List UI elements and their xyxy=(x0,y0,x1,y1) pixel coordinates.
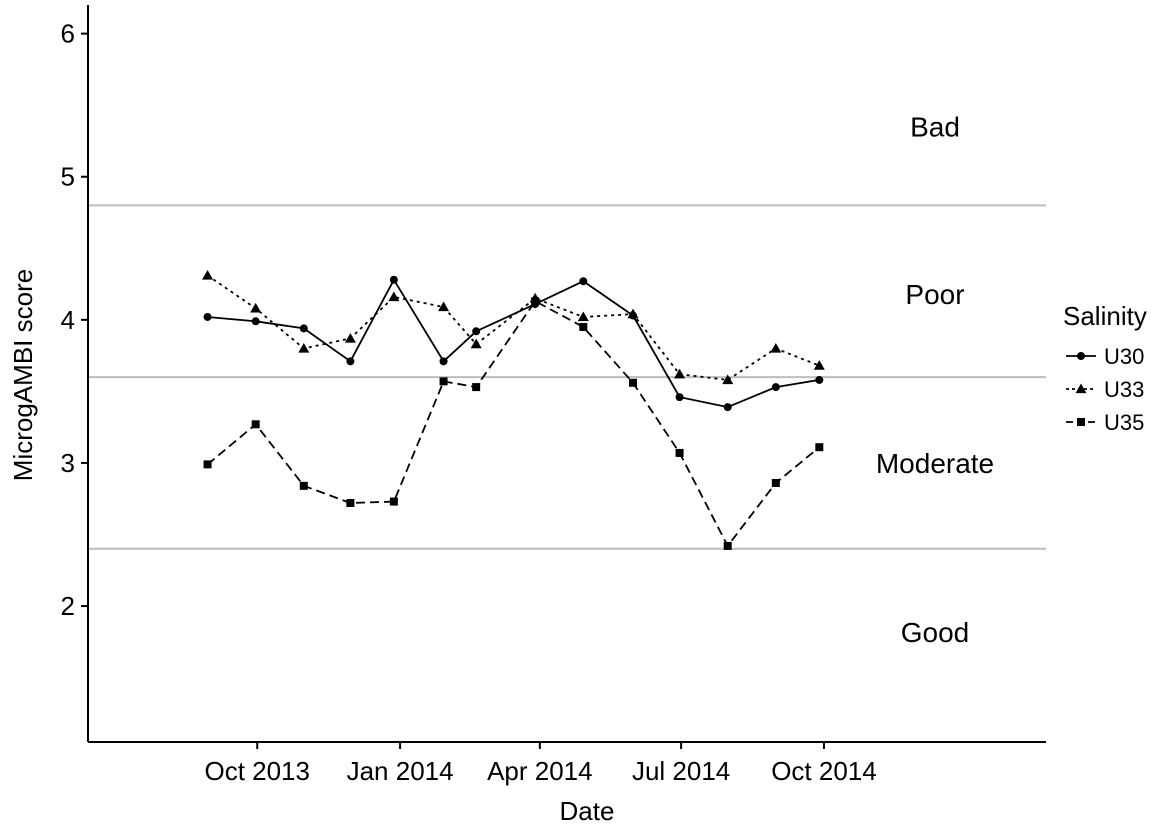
legend-label-u30: U30 xyxy=(1104,344,1144,369)
y-tick-label: 4 xyxy=(61,305,75,335)
threshold-lines xyxy=(88,204,1046,550)
data-point-u35 xyxy=(579,322,588,331)
data-point-u33 xyxy=(298,342,310,353)
legend-label-u33: U33 xyxy=(1104,377,1144,402)
data-point-u35 xyxy=(628,378,637,387)
data-point-u33 xyxy=(438,301,450,312)
legend-marker-u30 xyxy=(1077,352,1085,360)
data-point-u30 xyxy=(346,357,355,366)
data-point-u33 xyxy=(813,360,825,370)
data-point-u35 xyxy=(251,420,260,429)
data-point-u33 xyxy=(388,291,400,302)
series-line-u35 xyxy=(207,300,820,548)
zone-labels: Bad Poor Moderate Good xyxy=(876,112,994,648)
data-point-u35 xyxy=(299,481,308,490)
data-point-u35 xyxy=(203,460,212,469)
data-point-u30 xyxy=(723,403,732,412)
data-point-u30 xyxy=(251,317,260,326)
legend: Salinity U30 U33 U35 xyxy=(1063,301,1147,435)
x-axis-title: Date xyxy=(560,796,615,826)
series-line-u30 xyxy=(207,277,820,409)
data-point-u33 xyxy=(250,302,262,313)
legend-marker-u35 xyxy=(1077,418,1085,426)
zone-label: Bad xyxy=(910,112,960,143)
data-point-u35 xyxy=(675,448,684,457)
series-u35 xyxy=(203,297,824,550)
legend-label-u35: U35 xyxy=(1104,410,1144,435)
data-point-u33 xyxy=(770,342,782,353)
data-point-u35 xyxy=(531,297,540,306)
data-point-u35 xyxy=(723,541,732,550)
data-point-u33 xyxy=(722,374,734,385)
data-point-u35 xyxy=(389,497,398,506)
series-u30 xyxy=(203,275,824,412)
y-tick-label: 5 xyxy=(61,162,75,192)
legend-marker-u33 xyxy=(1075,383,1087,394)
series-group xyxy=(202,269,825,550)
zone-label: Moderate xyxy=(876,448,994,479)
data-point-u30 xyxy=(771,383,780,392)
x-axis-ticks: Oct 2013 Jan 2014 Apr 2014 Jul 2014 Oct 2014 xyxy=(204,742,877,786)
data-point-u30 xyxy=(299,324,308,333)
data-point-u30 xyxy=(675,393,684,402)
data-point-u30 xyxy=(579,277,588,286)
x-tick-label: Jan 2014 xyxy=(347,756,454,786)
data-point-u35 xyxy=(439,377,448,386)
data-point-u33 xyxy=(627,308,639,319)
data-point-u35 xyxy=(346,499,355,508)
y-tick-label: 6 xyxy=(61,19,75,49)
data-point-u30 xyxy=(203,312,212,321)
y-tick-label: 2 xyxy=(61,591,75,621)
series-line-u33 xyxy=(207,274,820,381)
data-point-u30 xyxy=(815,375,824,384)
data-point-u30 xyxy=(472,327,481,336)
data-point-u33 xyxy=(202,269,214,280)
x-tick-label: Apr 2014 xyxy=(487,756,593,786)
x-tick-label: Jul 2014 xyxy=(632,756,730,786)
data-point-u35 xyxy=(771,478,780,487)
data-point-u33 xyxy=(470,338,482,349)
data-point-u33 xyxy=(344,332,356,343)
y-tick-label: 3 xyxy=(61,448,75,478)
data-point-u33 xyxy=(577,311,589,322)
series-u33 xyxy=(202,269,825,385)
y-axis-ticks: 2 3 4 5 6 xyxy=(61,19,88,621)
zone-label: Poor xyxy=(905,279,964,310)
data-point-u30 xyxy=(439,357,448,366)
data-point-u33 xyxy=(674,368,686,379)
data-point-u35 xyxy=(815,443,824,452)
x-tick-label: Oct 2014 xyxy=(771,756,877,786)
x-tick-label: Oct 2013 xyxy=(204,756,310,786)
zone-label: Good xyxy=(901,617,970,648)
legend-title: Salinity xyxy=(1063,301,1147,331)
data-point-u30 xyxy=(389,275,398,284)
data-point-u35 xyxy=(472,383,481,392)
y-axis-title: MicrogAMBI score xyxy=(8,269,38,481)
